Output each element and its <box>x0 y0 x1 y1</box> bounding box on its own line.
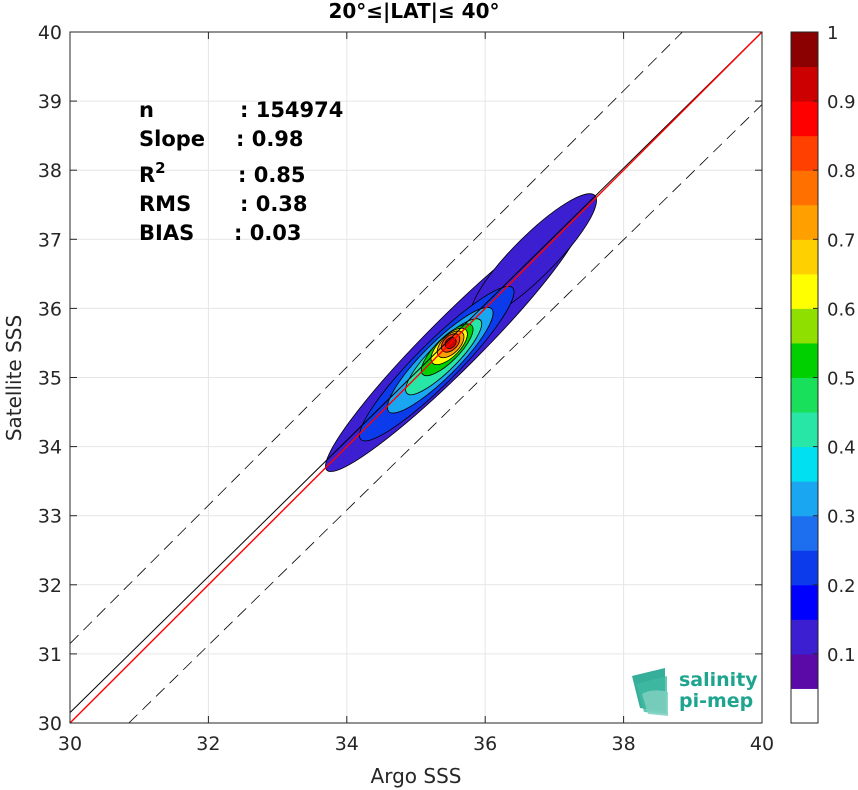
y-tick-label: 39 <box>38 91 62 113</box>
colorbar-tick-label: 0.5 <box>827 369 856 390</box>
colorbar-bin <box>791 619 818 655</box>
y-tick-label: 33 <box>38 506 62 528</box>
grid <box>69 31 763 724</box>
colorbar-tick-label: 0.7 <box>827 230 856 251</box>
colorbar-bin <box>791 170 818 206</box>
logo-line1: salinity <box>679 669 758 691</box>
x-tick-label: 36 <box>473 733 497 755</box>
x-tick-label: 38 <box>612 733 636 755</box>
colorbar-bin <box>791 66 818 102</box>
x-axis-label: Argo SSS <box>371 764 462 788</box>
reference-lines <box>70 32 762 723</box>
colorbar-bin <box>791 446 818 482</box>
regression-line <box>70 32 762 723</box>
stat-superscript: 2 <box>155 159 165 177</box>
stat-value: : 154974 <box>240 98 343 122</box>
stat-label: Slope <box>139 127 205 151</box>
colorbar-bin <box>791 653 818 689</box>
y-tick-label: 38 <box>38 160 62 182</box>
colorbar-bin <box>791 515 818 551</box>
y-tick-label: 30 <box>38 713 62 735</box>
colorbar-tick-label: 0.6 <box>827 299 856 320</box>
stat-label: n <box>139 98 154 122</box>
colorbar-bin <box>791 412 818 448</box>
x-tick-label: 30 <box>58 733 82 755</box>
colorbar <box>790 31 819 724</box>
colorbar-bin <box>791 584 818 620</box>
x-tick-label: 32 <box>196 733 220 755</box>
colorbar-tick-label: 0.9 <box>827 92 856 113</box>
colorbar-tick-label: 0.4 <box>827 438 856 459</box>
one-to-one-line <box>70 32 762 713</box>
y-axis-ticks: 30 31 32 33 34 35 36 37 38 39 40 <box>38 22 762 735</box>
y-axis-label: Satellite SSS <box>2 315 26 441</box>
y-tick-label: 32 <box>38 575 62 597</box>
y-tick-label: 36 <box>38 298 62 320</box>
salinity-pi-mep-logo: salinity pi-mep <box>632 668 758 716</box>
upper-bound-line <box>70 32 683 644</box>
colorbar-bin <box>791 32 818 68</box>
stat-value: : 0.38 <box>240 192 308 216</box>
colorbar-ticks: 0.1 0.2 0.3 0.4 0.5 0.6 0.7 0.8 0.9 1 <box>813 23 856 666</box>
colorbar-bin <box>791 135 818 171</box>
colorbar-tick-label: 0.1 <box>827 645 856 666</box>
stat-label: BIAS <box>139 221 194 245</box>
logo-wave-icon <box>632 668 668 716</box>
y-tick-label: 37 <box>38 229 62 251</box>
colorbar-bin <box>791 273 818 309</box>
chart-title: 20°≤|LAT|≤ 40° <box>328 0 499 23</box>
colorbar-bin <box>791 342 818 378</box>
colorbar-bin <box>791 481 818 517</box>
x-axis-ticks: 30 32 34 36 38 40 <box>58 32 774 755</box>
x-tick-label: 40 <box>750 733 774 755</box>
colorbar-bin <box>791 239 818 275</box>
colorbar-tick-label: 0.3 <box>827 507 856 528</box>
y-tick-label: 31 <box>38 644 62 666</box>
stat-label: RMS <box>139 192 191 216</box>
stat-value: : 0.85 <box>238 163 306 187</box>
colorbar-tick-label: 0.2 <box>827 576 856 597</box>
y-tick-label: 35 <box>38 368 62 390</box>
colorbar-bin <box>791 308 818 344</box>
stat-value: : 0.03 <box>234 221 302 245</box>
colorbar-bin <box>791 688 818 724</box>
colorbar-bin <box>791 204 818 240</box>
stat-value: : 0.98 <box>236 127 304 151</box>
colorbar-bin <box>791 550 818 586</box>
lower-bound-line <box>128 104 762 723</box>
logo-line2: pi-mep <box>679 690 753 712</box>
y-tick-label: 34 <box>38 437 62 459</box>
colorbar-tick-label: 0.8 <box>827 161 856 182</box>
colorbar-bin <box>791 101 818 137</box>
x-tick-label: 34 <box>335 733 359 755</box>
y-tick-label: 40 <box>38 22 62 44</box>
colorbar-tick-label: 1 <box>827 23 838 44</box>
colorbar-bin <box>791 377 818 413</box>
